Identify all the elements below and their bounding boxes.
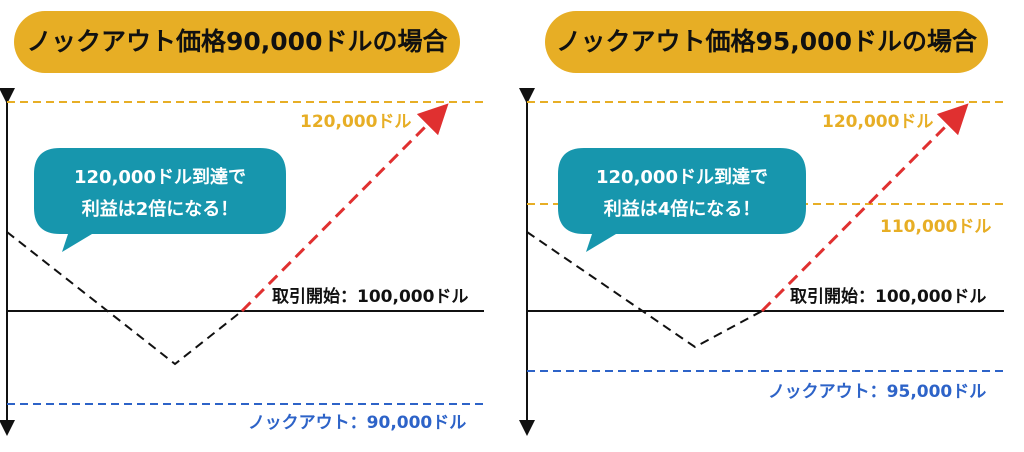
- bubble-text-line2: 利益は4倍になる！: [604, 198, 761, 220]
- bubble-text-line1: 120,000ドル到達で: [74, 167, 246, 188]
- target-price-label: 120,000ドル: [822, 112, 933, 132]
- panel-title: ノックアウト価格95,000ドルの場合: [545, 11, 988, 73]
- price-diagram: 120,000ドル 110,000ドル 取引開始：100,000ドル ノックアウ…: [519, 88, 1004, 436]
- knockout-price-label: ノックアウト：90,000ドル: [248, 413, 466, 433]
- speech-bubble: [34, 148, 286, 252]
- price-rise-arrow: [760, 103, 969, 313]
- price-path: [526, 231, 763, 349]
- mid-price-label: 110,000ドル: [880, 217, 991, 237]
- price-diagram: 120,000ドル 取引開始：100,000ドル ノックアウト：90,000ドル…: [0, 88, 484, 436]
- knockout-price-label: ノックアウト：95,000ドル: [768, 382, 986, 402]
- price-rise-arrow: [240, 103, 449, 313]
- panel-title: ノックアウト価格90,000ドルの場合: [14, 11, 460, 73]
- panel-knockout-90000: ノックアウト価格90,000ドルの場合 120,000ドル 取引開始：100,0…: [0, 11, 484, 436]
- target-price-label: 120,000ドル: [300, 112, 411, 132]
- speech-bubble: [558, 148, 806, 252]
- panel-knockout-95000: ノックアウト価格95,000ドルの場合 120,000ドル 110,000ドル …: [512, 0, 1024, 452]
- bubble-text-line1: 120,000ドル到達で: [596, 167, 768, 188]
- start-price-label: 取引開始：100,000ドル: [272, 286, 468, 307]
- price-path: [6, 231, 243, 366]
- start-price-label: 取引開始：100,000ドル: [790, 286, 986, 307]
- bubble-text-line2: 利益は2倍になる！: [82, 198, 239, 220]
